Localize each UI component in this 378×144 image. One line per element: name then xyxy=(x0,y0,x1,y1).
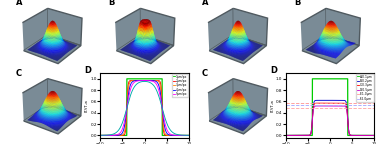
Text: C: C xyxy=(201,69,208,78)
Text: B: B xyxy=(294,0,301,7)
Legend: 1μm/px, 2μm/px, 3μm/px, 4μm/px, 5μm/px: 1μm/px, 2μm/px, 3μm/px, 4μm/px, 5μm/px xyxy=(172,74,188,97)
Y-axis label: iT/iT,∞: iT/iT,∞ xyxy=(271,99,274,112)
Legend: A:0.1μm, B:0.2μm, C:0.3μm, D:0.5μm, E:1.0μm, F:2.0μm: A:0.1μm, B:0.2μm, C:0.3μm, D:0.5μm, E:1.… xyxy=(356,74,373,102)
Text: D: D xyxy=(270,66,277,74)
Y-axis label: iT/iT,∞: iT/iT,∞ xyxy=(85,99,89,112)
Text: A: A xyxy=(201,0,208,7)
Text: B: B xyxy=(109,0,115,7)
Text: A: A xyxy=(16,0,22,7)
Text: D: D xyxy=(84,66,91,74)
Text: C: C xyxy=(16,69,22,78)
